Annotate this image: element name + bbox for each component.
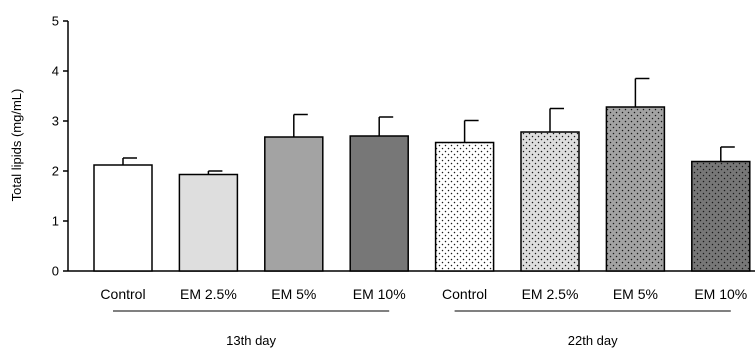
bar (264, 136, 324, 272)
bars (93, 106, 751, 272)
y-axis-title: Total lipids (mg/mL) (9, 89, 24, 202)
y-tick-label: 5 (52, 14, 59, 29)
group-label: 22th day (568, 333, 618, 348)
y-tick-label: 2 (52, 164, 59, 179)
bar (349, 135, 409, 272)
category-label: EM 5% (613, 286, 658, 302)
category-label: EM 10% (694, 286, 747, 302)
y-tick-label: 4 (52, 64, 59, 79)
group-labels: 13th day 22th day (113, 310, 731, 348)
category-labels: Control EM 2.5% EM 5% EM 10% Control EM 2.5% E… (100, 286, 747, 302)
bar (434, 141, 495, 272)
bar (178, 173, 239, 272)
category-label: Control (442, 286, 487, 302)
bar (605, 106, 666, 272)
category-label: EM 2.5% (522, 286, 579, 302)
y-tick-label: 1 (52, 214, 59, 229)
group-label: 13th day (226, 333, 276, 348)
y-tick-label: 0 (52, 264, 59, 279)
error-bars (122, 77, 735, 175)
bar (93, 164, 153, 272)
category-label: EM 5% (271, 286, 316, 302)
y-tick-label: 3 (52, 114, 59, 129)
bar (520, 131, 580, 272)
category-label: EM 10% (353, 286, 406, 302)
category-label: EM 2.5% (180, 286, 237, 302)
category-label: Control (100, 286, 145, 302)
bar (691, 160, 751, 272)
